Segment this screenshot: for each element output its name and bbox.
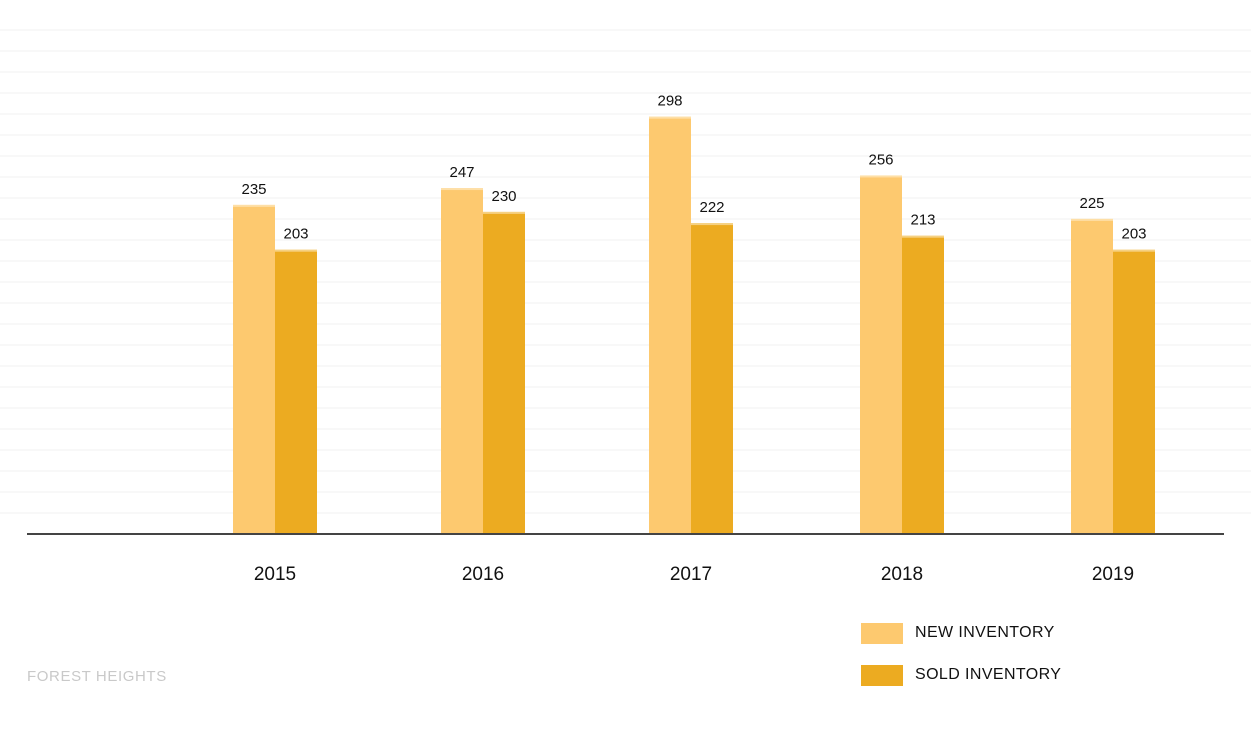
legend-item-sold-inventory: SOLD INVENTORY: [861, 664, 1061, 686]
legend-swatch-sold-inventory: [861, 664, 903, 686]
bars: [233, 116, 1155, 535]
data-label-sold-inventory-2019: 203: [1121, 226, 1146, 243]
bar-new-inventory-2019: [1071, 218, 1113, 534]
data-label-sold-inventory-2016: 230: [491, 188, 516, 205]
x-axis: 2015 2016 2017 2018 2019: [27, 533, 1224, 585]
bar-top-highlight: [1113, 249, 1155, 252]
data-label-new-inventory-2015: 235: [241, 181, 266, 198]
bar-top-highlight: [275, 249, 317, 252]
data-label-new-inventory-2019: 225: [1079, 195, 1104, 212]
x-tick-label-2018: 2018: [881, 564, 923, 585]
x-tick-label-2017: 2017: [670, 564, 712, 585]
legend-label-new-inventory: NEW INVENTORY: [915, 624, 1055, 641]
x-tick-label-2019: 2019: [1092, 564, 1134, 585]
data-labels: 235 203 247 230 298 222 256 213 225 203: [241, 93, 1146, 243]
bar-top-highlight: [441, 188, 483, 191]
bar-top-highlight: [860, 175, 902, 178]
data-label-sold-inventory-2018: 213: [910, 212, 935, 229]
legend-label-sold-inventory: SOLD INVENTORY: [915, 666, 1062, 683]
data-label-sold-inventory-2015: 203: [283, 226, 308, 243]
legend-swatch-new-inventory: [861, 622, 903, 644]
data-label-new-inventory-2017: 298: [657, 93, 682, 110]
bar-sold-inventory-2017: [691, 223, 733, 535]
bar-sold-inventory-2018: [902, 235, 944, 534]
bar-top-highlight: [649, 116, 691, 119]
gridlines: [0, 29, 1251, 514]
bar-top-highlight: [902, 235, 944, 238]
x-tick-label-2016: 2016: [462, 564, 504, 585]
data-label-new-inventory-2018: 256: [868, 151, 893, 168]
brand-watermark: FOREST HEIGHTS: [27, 668, 167, 685]
bar-top-highlight: [233, 204, 275, 207]
bar-sold-inventory-2019: [1113, 249, 1155, 534]
bar-top-highlight: [691, 223, 733, 226]
bar-sold-inventory-2016: [483, 211, 525, 534]
bar-top-highlight: [1071, 218, 1113, 221]
data-label-new-inventory-2016: 247: [449, 164, 474, 181]
bar-new-inventory-2016: [441, 188, 483, 534]
bar-new-inventory-2015: [233, 204, 275, 534]
bar-sold-inventory-2015: [275, 249, 317, 534]
x-tick-label-2015: 2015: [254, 564, 296, 585]
bar-top-highlight: [483, 211, 525, 214]
data-label-sold-inventory-2017: 222: [699, 199, 724, 216]
bar-new-inventory-2017: [649, 116, 691, 535]
legend-item-new-inventory: NEW INVENTORY: [861, 622, 1055, 644]
bar-new-inventory-2018: [860, 175, 902, 534]
